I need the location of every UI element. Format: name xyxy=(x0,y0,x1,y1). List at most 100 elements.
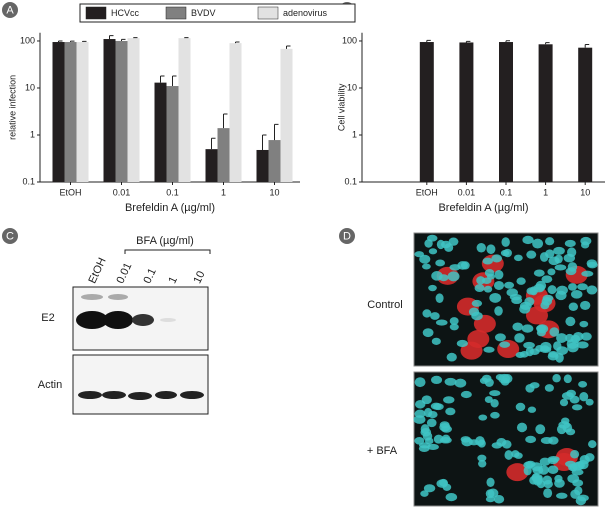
y-tick-label: 10 xyxy=(25,82,35,92)
bar xyxy=(217,128,230,182)
nucleus xyxy=(506,288,518,297)
nucleus xyxy=(420,424,430,434)
nucleus xyxy=(576,341,589,349)
nucleus xyxy=(471,299,483,307)
nucleus xyxy=(586,285,598,295)
error-bar xyxy=(184,37,189,39)
nucleus xyxy=(490,411,500,419)
nucleus xyxy=(547,455,560,463)
bar xyxy=(103,39,116,183)
nucleus xyxy=(561,392,574,400)
nucleus xyxy=(504,450,513,460)
error-bar xyxy=(82,40,87,43)
nucleus xyxy=(515,351,525,359)
error-bar xyxy=(121,38,126,41)
nucleus xyxy=(571,290,583,299)
bar xyxy=(538,44,553,182)
nucleus xyxy=(527,406,537,413)
nucleus xyxy=(544,384,554,392)
nucleus xyxy=(454,378,467,388)
legend-box xyxy=(79,3,356,23)
band xyxy=(132,314,154,326)
nucleus xyxy=(564,239,576,248)
legend-swatch xyxy=(85,6,107,20)
nucleus xyxy=(554,264,567,271)
nucleus xyxy=(543,480,553,489)
nucleus xyxy=(525,435,537,444)
nucleus xyxy=(435,293,444,304)
band xyxy=(78,391,102,399)
nucleus xyxy=(574,486,583,496)
lane-label: 0.01 xyxy=(114,261,134,285)
bar xyxy=(205,149,218,182)
nucleus xyxy=(577,460,589,470)
nucleus xyxy=(482,257,493,265)
bar xyxy=(229,43,242,183)
nucleus xyxy=(586,259,598,268)
error-bar xyxy=(70,40,75,43)
nucleus xyxy=(469,439,479,446)
nucleus xyxy=(578,380,588,388)
nucleus xyxy=(565,428,576,436)
nucleus xyxy=(522,235,534,245)
error-bar xyxy=(211,137,216,150)
nucleus xyxy=(476,242,486,253)
nucleus xyxy=(478,459,487,468)
image-label: + BFA xyxy=(367,445,398,457)
nucleus xyxy=(490,398,499,408)
nucleus xyxy=(439,478,448,487)
band xyxy=(103,311,133,329)
y-tick-label: 100 xyxy=(342,35,357,45)
panel-label: D xyxy=(343,230,351,242)
nucleus xyxy=(428,410,438,419)
error-bar xyxy=(160,75,165,83)
x-tick-label: 0.1 xyxy=(500,187,513,197)
error-bar xyxy=(133,37,138,39)
nucleus xyxy=(555,290,567,301)
nucleus xyxy=(570,450,580,459)
nucleus xyxy=(541,275,553,284)
nucleus xyxy=(478,414,488,421)
x-tick-label: EtOH xyxy=(59,187,81,197)
x-tick-label: EtOH xyxy=(416,187,438,197)
nucleus xyxy=(435,259,446,267)
y-axis-label: Cell viability xyxy=(336,83,346,131)
nucleus xyxy=(414,437,425,445)
nucleus xyxy=(536,480,546,489)
band xyxy=(108,294,128,300)
nucleus xyxy=(539,252,549,262)
y-tick-label: 10 xyxy=(347,82,357,92)
nucleus xyxy=(447,271,460,282)
nucleus xyxy=(483,285,493,293)
nucleus xyxy=(579,320,589,328)
panel-label: C xyxy=(6,230,14,242)
error-bar xyxy=(172,75,177,87)
nucleus xyxy=(479,377,489,384)
y-axis-label: relative infection xyxy=(7,75,17,140)
nucleus xyxy=(577,283,588,291)
nucleus xyxy=(547,352,559,361)
x-tick-label: 1 xyxy=(221,187,226,197)
error-bar xyxy=(426,39,431,43)
x-axis-label: Brefeldin A (µg/ml) xyxy=(438,202,528,214)
panel-badge xyxy=(339,228,355,244)
nucleus xyxy=(561,417,570,425)
nucleus xyxy=(541,296,553,306)
blot-box xyxy=(72,354,209,415)
nucleus xyxy=(499,341,511,348)
bar xyxy=(52,42,65,182)
nucleus xyxy=(580,241,590,249)
panel-badge xyxy=(2,228,18,244)
legend-label: BVDV xyxy=(191,8,216,18)
error-bar xyxy=(223,113,228,129)
nucleus xyxy=(523,341,535,349)
nucleus xyxy=(456,339,468,348)
nucleus xyxy=(581,270,594,277)
nucleus xyxy=(565,333,575,343)
nucleus xyxy=(489,292,502,303)
row-label: E2 xyxy=(41,312,54,324)
x-tick-label: 10 xyxy=(580,187,590,197)
nucleus xyxy=(440,240,451,249)
x-tick-label: 0.01 xyxy=(113,187,131,197)
nucleus xyxy=(449,317,459,325)
